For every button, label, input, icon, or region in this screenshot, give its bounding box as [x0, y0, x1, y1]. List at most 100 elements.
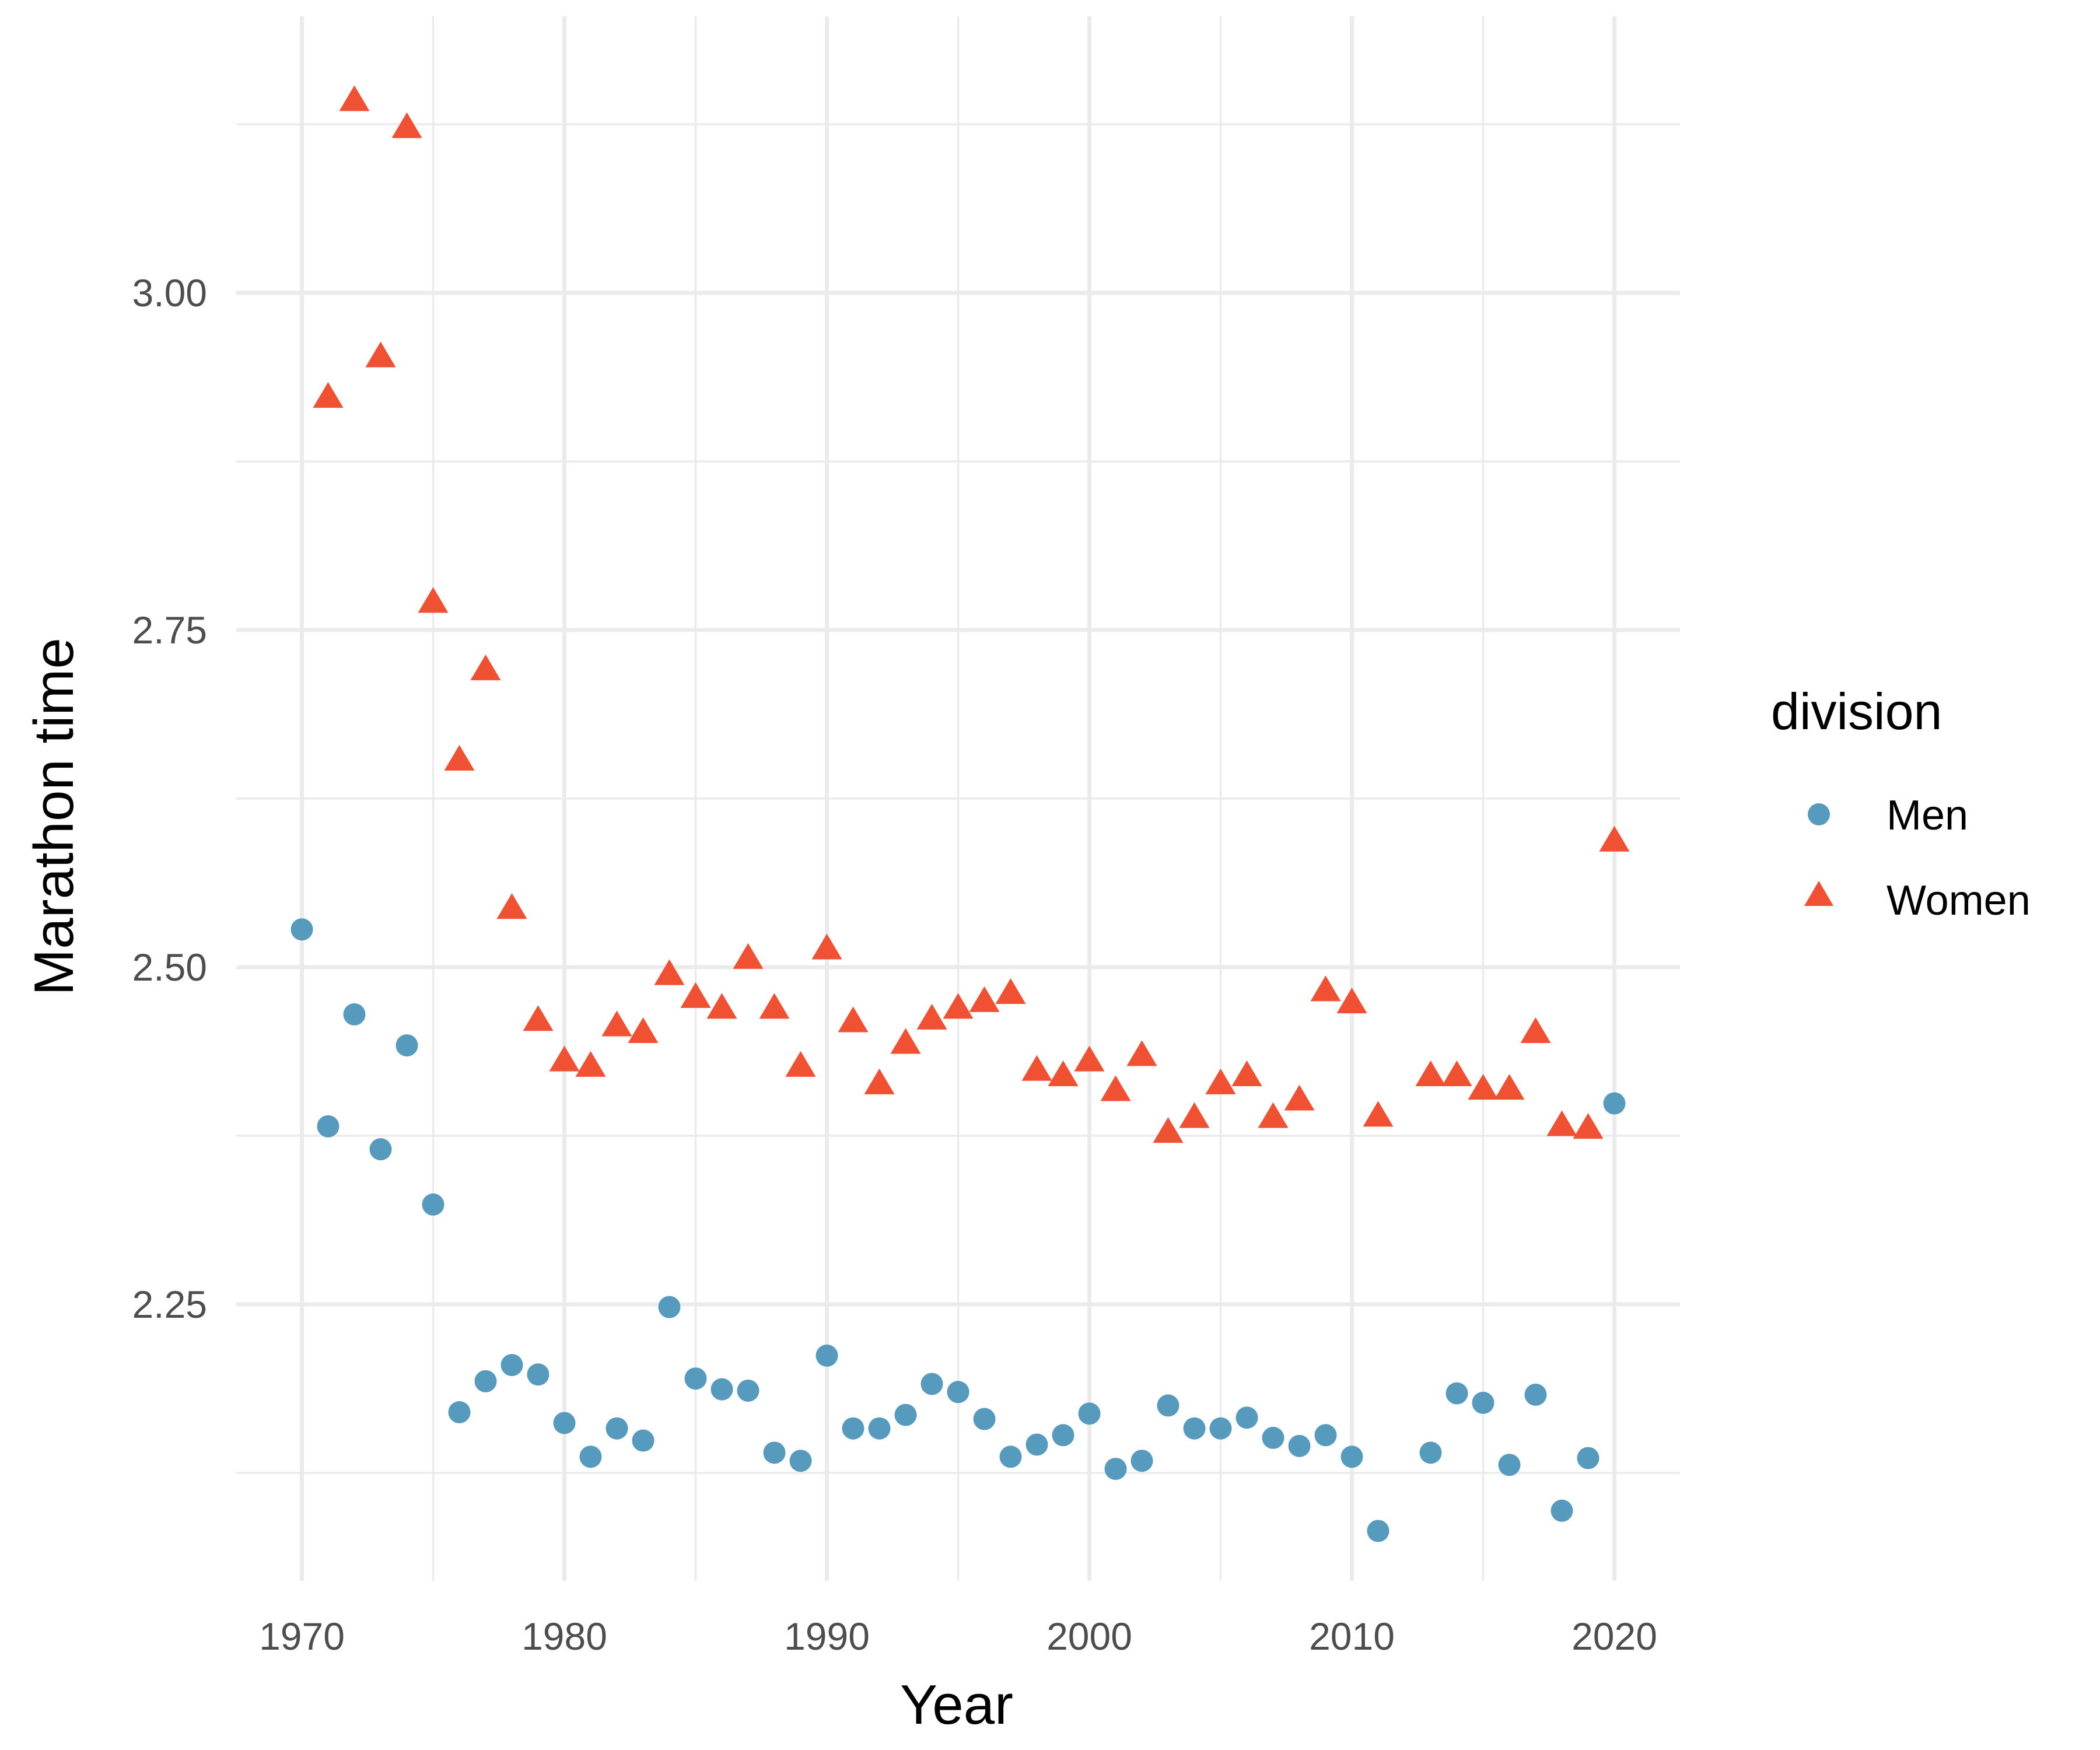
point-men — [947, 1381, 970, 1404]
y-axis-tick-labels: 2.25 2.50 2.75 3.00 — [132, 271, 207, 1326]
point-men — [684, 1367, 707, 1390]
point-men — [1209, 1417, 1232, 1440]
point-men — [1419, 1441, 1442, 1464]
legend-title: division — [1771, 682, 1942, 740]
point-men — [1340, 1446, 1363, 1468]
point-men — [842, 1417, 864, 1440]
point-men — [632, 1429, 654, 1452]
point-women — [1284, 1084, 1315, 1111]
point-women — [601, 1010, 632, 1037]
point-women — [444, 744, 475, 771]
point-men — [606, 1417, 628, 1440]
legend-marker-men — [1808, 803, 1830, 825]
point-men — [999, 1446, 1022, 1468]
point-men — [527, 1363, 550, 1386]
point-women — [995, 978, 1026, 1004]
point-women — [1100, 1075, 1131, 1101]
point-men — [290, 918, 313, 941]
point-women — [1179, 1102, 1210, 1128]
point-men — [1236, 1406, 1258, 1429]
point-women — [418, 587, 449, 613]
x-tick-label: 1990 — [784, 1615, 870, 1658]
point-women — [549, 1045, 580, 1072]
point-men — [396, 1034, 418, 1057]
point-men — [1183, 1417, 1206, 1440]
point-men — [1472, 1391, 1494, 1414]
point-men — [789, 1450, 812, 1472]
point-women — [1468, 1074, 1499, 1100]
point-men — [1550, 1499, 1573, 1522]
point-women — [1494, 1074, 1525, 1100]
point-men — [501, 1354, 523, 1377]
y-axis-title: Marathon time — [23, 638, 85, 996]
point-men — [317, 1115, 340, 1138]
point-women — [1599, 825, 1630, 852]
point-women — [496, 893, 527, 919]
point-women — [1363, 1101, 1394, 1127]
point-men — [1577, 1447, 1600, 1469]
x-tick-label: 1970 — [259, 1615, 345, 1658]
point-men — [710, 1378, 733, 1401]
point-men — [1314, 1424, 1337, 1447]
point-women — [1074, 1045, 1105, 1072]
point-women — [1231, 1060, 1262, 1087]
point-men — [1104, 1458, 1127, 1480]
point-women — [1310, 975, 1341, 1002]
point-women — [1415, 1060, 1446, 1087]
point-men — [1026, 1433, 1048, 1456]
point-women — [811, 933, 842, 960]
y-tick-label: 2.25 — [132, 1283, 207, 1326]
x-tick-label: 2020 — [1572, 1615, 1657, 1658]
point-men — [763, 1441, 786, 1464]
point-men — [1130, 1450, 1153, 1472]
point-women — [733, 943, 764, 969]
point-men — [1078, 1402, 1101, 1425]
point-men — [343, 1003, 366, 1026]
point-women — [916, 1003, 947, 1030]
point-men — [474, 1370, 497, 1392]
point-men — [579, 1446, 602, 1468]
point-women — [1205, 1068, 1236, 1094]
x-tick-label: 2010 — [1309, 1615, 1395, 1658]
y-tick-label: 2.75 — [132, 608, 207, 652]
point-women — [1153, 1117, 1184, 1143]
point-men — [1367, 1520, 1390, 1542]
point-men — [868, 1417, 891, 1440]
legend: division Men Women — [1771, 682, 2031, 924]
point-women — [1048, 1060, 1079, 1087]
point-men — [422, 1193, 444, 1216]
point-men — [816, 1344, 838, 1367]
legend-label-women: Women — [1887, 877, 2031, 924]
point-men — [1052, 1424, 1074, 1447]
point-women — [339, 85, 370, 111]
point-women — [628, 1017, 659, 1044]
point-men — [973, 1408, 996, 1430]
point-men — [1288, 1434, 1311, 1457]
point-women — [1520, 1017, 1551, 1044]
point-women — [654, 959, 685, 985]
point-women — [1021, 1055, 1052, 1081]
point-women — [1258, 1102, 1289, 1128]
point-men — [369, 1138, 392, 1161]
point-men — [1262, 1426, 1284, 1449]
point-men — [1498, 1454, 1521, 1476]
point-women — [706, 993, 737, 1019]
point-men — [658, 1296, 681, 1318]
point-women — [1573, 1113, 1604, 1139]
point-men — [894, 1404, 917, 1426]
legend-label-men: Men — [1887, 792, 1968, 839]
point-women — [838, 1006, 869, 1032]
point-women — [1336, 988, 1367, 1014]
point-women — [864, 1068, 895, 1094]
point-women — [680, 982, 711, 1008]
y-tick-label: 2.50 — [132, 946, 207, 989]
y-tick-label: 3.00 — [132, 271, 207, 314]
point-women — [523, 1005, 554, 1031]
grid-minor-lines — [236, 16, 1680, 1581]
data-points — [290, 85, 1630, 1542]
point-women — [785, 1051, 816, 1077]
legend-marker-women — [1804, 881, 1833, 906]
point-women — [1441, 1060, 1472, 1087]
point-women — [1546, 1110, 1577, 1136]
